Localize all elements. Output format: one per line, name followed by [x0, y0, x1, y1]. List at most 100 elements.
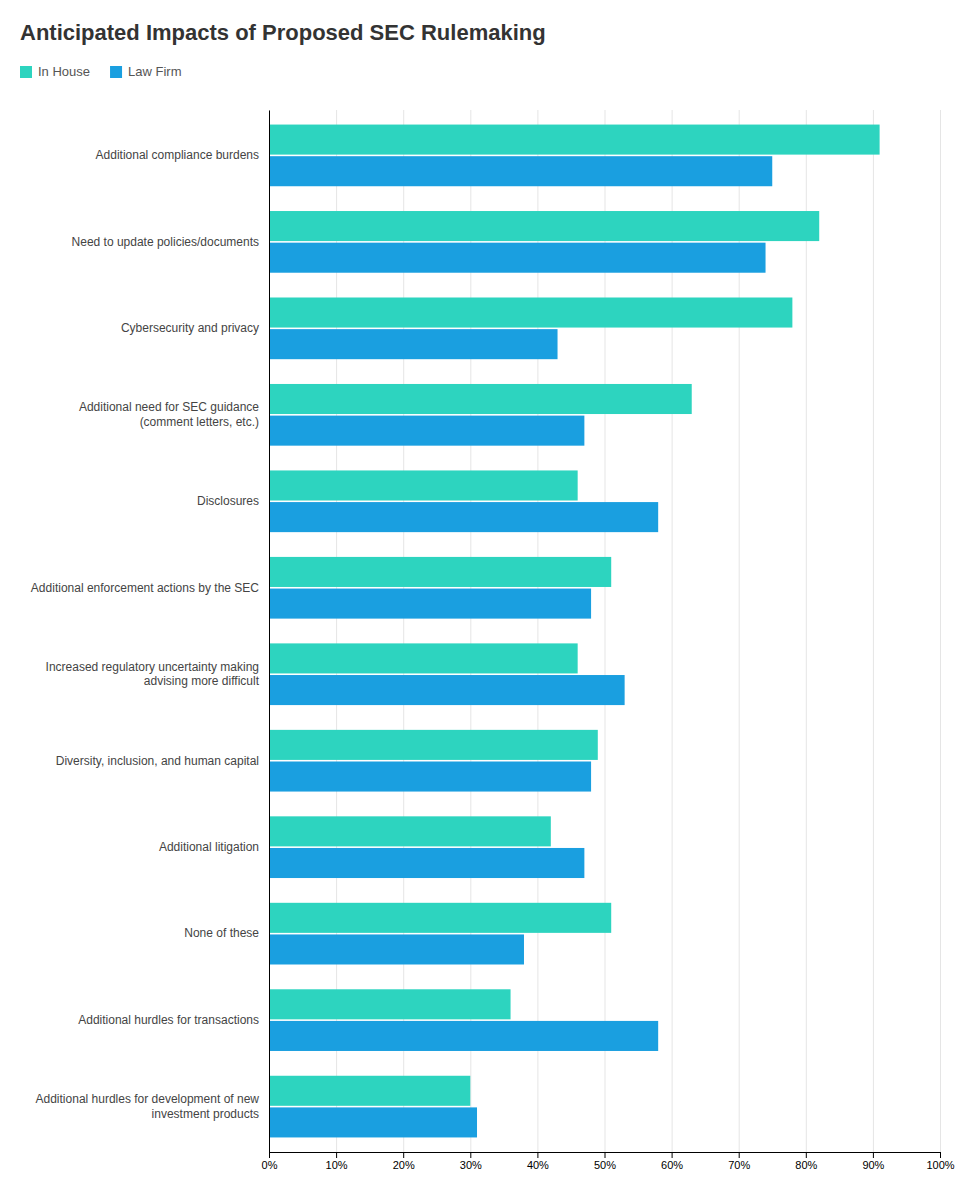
bar [269, 156, 772, 186]
y-tick: Additional hurdles for development of ne… [36, 1092, 260, 1120]
x-tick-label: 0% [262, 1159, 278, 1171]
y-tick-label: Additional need for SEC guidance(comment… [79, 400, 259, 428]
plot: 0% 10% 20% 30% 40% 50% 60% 70% 80% 90% 100% Additio… [31, 110, 955, 1171]
x-tick: 60% [661, 1152, 683, 1171]
y-tick-label: Increased regulatory uncertainty makinga… [46, 660, 260, 688]
bar [269, 470, 578, 500]
bar [269, 502, 658, 532]
bar [269, 643, 578, 673]
y-tick: Diversity, inclusion, and human capital [56, 754, 259, 768]
y-tick: Need to update policies/documents [72, 235, 259, 249]
y-tick: Increased regulatory uncertainty makinga… [46, 660, 260, 688]
x-tick: 30% [460, 1152, 482, 1171]
bar [269, 243, 766, 273]
y-tick-label: Additional hurdles for development of ne… [36, 1092, 260, 1120]
x-tick: 10% [326, 1152, 348, 1171]
grid [270, 110, 941, 1152]
legend-label: Law Firm [128, 64, 181, 79]
x-tick-mark [336, 1152, 337, 1158]
bar [269, 557, 611, 587]
x-tick-label: 60% [661, 1159, 683, 1171]
x-tick: 40% [527, 1152, 549, 1171]
y-tick: Additional hurdles for transactions [78, 1013, 259, 1027]
legend-label: In House [38, 64, 90, 79]
y-tick: Additional enforcement actions by the SE… [31, 581, 259, 595]
x-tick-mark [269, 1152, 270, 1158]
x-tick-label: 50% [594, 1159, 616, 1171]
bar [269, 903, 611, 933]
bar [269, 762, 591, 792]
y-tick: Additional need for SEC guidance(comment… [79, 400, 259, 428]
bar [269, 416, 584, 446]
y-tick: Additional compliance burdens [96, 148, 259, 162]
y-axis-line [269, 111, 270, 1153]
y-tick-label: Diversity, inclusion, and human capital [56, 754, 259, 768]
x-tick-label: 90% [862, 1159, 884, 1171]
bar [269, 934, 524, 964]
x-tick: 80% [795, 1152, 817, 1171]
legend: In House Law Firm [20, 64, 182, 79]
x-tick: 0% [262, 1152, 278, 1171]
bar [269, 730, 598, 760]
grid-line [873, 110, 874, 1152]
x-tick: 70% [728, 1152, 750, 1171]
x-tick-label: 20% [393, 1159, 415, 1171]
y-tick: Cybersecurity and privacy [121, 321, 259, 335]
x-tick-mark [470, 1152, 471, 1158]
legend-item: Law Firm [110, 64, 181, 79]
legend-swatch [20, 66, 32, 78]
x-tick: 100% [926, 1152, 954, 1171]
y-tick-label: Additional compliance burdens [96, 148, 259, 162]
x-tick-mark [873, 1152, 874, 1158]
bar [269, 848, 584, 878]
x-tick-mark [403, 1152, 404, 1158]
x-tick-mark [537, 1152, 538, 1158]
x-tick: 20% [393, 1152, 415, 1171]
x-tick: 50% [594, 1152, 616, 1171]
grid-tick [940, 110, 941, 1152]
bar [269, 1076, 470, 1106]
y-tick-label: Disclosures [197, 494, 259, 508]
y-axis: Additional compliance burdens Need to upd… [31, 111, 270, 1153]
bar [269, 989, 511, 1019]
x-tick-label: 100% [926, 1159, 954, 1171]
bar [269, 297, 792, 327]
series [269, 125, 880, 1106]
bar [269, 125, 880, 155]
y-tick-label: Need to update policies/documents [72, 235, 259, 249]
x-tick-label: 30% [460, 1159, 482, 1171]
bar [269, 1021, 658, 1051]
y-tick: None of these [184, 926, 259, 940]
x-tick-mark [806, 1152, 807, 1158]
series [269, 156, 772, 1137]
x-tick-mark [672, 1152, 673, 1158]
x-tick-label: 70% [728, 1159, 750, 1171]
y-tick-label: Additional litigation [159, 840, 259, 854]
x-tick-label: 80% [795, 1159, 817, 1171]
y-tick-label: Additional enforcement actions by the SE… [31, 581, 259, 595]
grid-tick [806, 110, 807, 1152]
title: Anticipated Impacts of Proposed SEC Rule… [20, 20, 546, 45]
y-tick: Disclosures [197, 494, 259, 508]
bar [269, 211, 819, 241]
x-tick: 90% [862, 1152, 884, 1171]
bar [269, 329, 558, 359]
grid-line [269, 110, 270, 1152]
grid-tick [269, 110, 270, 1152]
bars [269, 125, 880, 1138]
bar [269, 1107, 477, 1137]
y-tick-label: None of these [184, 926, 259, 940]
bar [269, 675, 625, 705]
grid-line [940, 110, 941, 1152]
chart-container: Anticipated Impacts of Proposed SEC Rule… [0, 0, 980, 1202]
grid-tick [873, 110, 874, 1152]
y-tick: Additional litigation [159, 840, 259, 854]
x-tick-label: 40% [527, 1159, 549, 1171]
chart-svg: Anticipated Impacts of Proposed SEC Rule… [0, 0, 980, 1202]
x-axis: 0% 10% 20% 30% 40% 50% 60% 70% 80% 90% 100% [262, 1152, 955, 1171]
bar [269, 384, 692, 414]
x-tick-mark [605, 1152, 606, 1158]
bar [269, 589, 591, 619]
grid-line [806, 110, 807, 1152]
legend-swatch [110, 66, 122, 78]
